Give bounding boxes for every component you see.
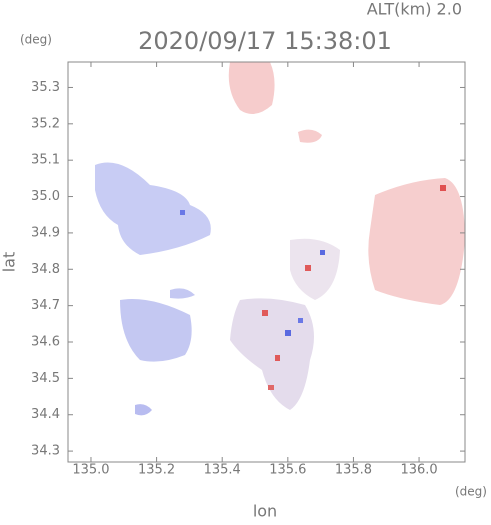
y-tick-label: 34.5 — [31, 371, 60, 386]
y-tick-label: 35.2 — [31, 116, 60, 131]
x-unit: (deg) — [455, 485, 487, 499]
x-axis-label: lon — [253, 502, 277, 521]
echo-cell — [285, 330, 291, 336]
echo-region — [298, 129, 322, 143]
x-tick-label: 135.6 — [269, 463, 306, 478]
chart-title: 2020/09/17 15:38:01 — [138, 27, 392, 55]
echo-region — [228, 62, 275, 114]
y-tick-label: 34.3 — [31, 444, 60, 459]
y-tick-label: 34.8 — [31, 262, 60, 277]
x-tick-label: 135.0 — [72, 463, 109, 478]
echo-region — [120, 299, 192, 362]
y-axis-label: lat — [0, 252, 19, 273]
x-tick-label: 136.0 — [400, 463, 437, 478]
echo-cell — [298, 318, 303, 323]
echo-region — [368, 178, 465, 305]
echo-cell — [440, 185, 446, 191]
y-tick-label: 34.9 — [31, 225, 60, 240]
echo-region — [135, 404, 152, 416]
echo-region — [170, 288, 195, 299]
x-tick-label: 135.8 — [335, 463, 372, 478]
echo-cell — [305, 265, 311, 271]
echo-region — [290, 238, 340, 300]
x-tick-label: 135.2 — [138, 463, 175, 478]
y-tick-label: 35.1 — [31, 153, 60, 168]
echo-cell — [268, 385, 274, 390]
echo-cell — [262, 310, 268, 316]
y-tick-label: 35.0 — [31, 189, 60, 204]
echo-field — [95, 62, 465, 416]
plot-frame — [67, 61, 466, 463]
echo-cell — [275, 355, 280, 361]
y-tick-label: 34.7 — [31, 298, 60, 313]
y-unit: (deg) — [20, 33, 52, 47]
x-tick-label: 135.4 — [204, 463, 241, 478]
echo-cell — [180, 210, 185, 215]
y-tick-label: 34.6 — [31, 335, 60, 350]
y-tick-label: 34.4 — [31, 407, 60, 422]
altitude-label: ALT(km) 2.0 — [367, 0, 462, 19]
echo-region — [95, 162, 211, 255]
echo-region — [230, 298, 314, 410]
y-tick-label: 35.3 — [31, 80, 60, 95]
echo-cell — [320, 250, 325, 255]
